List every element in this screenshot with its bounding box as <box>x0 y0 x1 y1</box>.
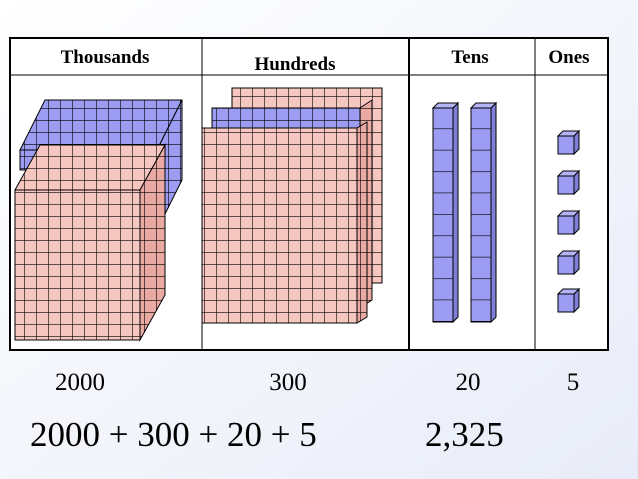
ones-cubes <box>556 129 581 314</box>
column-value: 300 <box>269 369 307 396</box>
tens-rods <box>431 101 498 324</box>
thousands-blocks <box>14 99 183 342</box>
column-header: Thousands <box>61 47 150 68</box>
column-header: Tens <box>451 47 488 68</box>
expression: 2000 + 300 + 20 + 5 <box>30 415 317 454</box>
column-value: 5 <box>567 369 580 396</box>
column-header: Hundreds <box>255 54 336 75</box>
hundreds-blocks <box>201 87 383 324</box>
column-value: 20 <box>456 369 481 396</box>
total: 2,325 <box>425 415 504 454</box>
column-value: 2000 <box>55 369 105 396</box>
column-header: Ones <box>548 47 589 68</box>
